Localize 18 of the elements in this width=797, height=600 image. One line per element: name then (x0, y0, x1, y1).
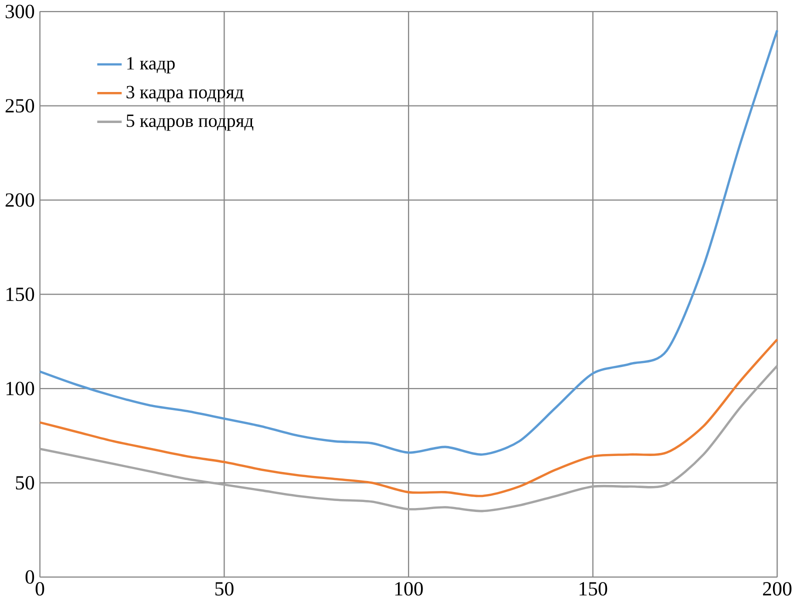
x-tick-label: 50 (215, 582, 234, 596)
legend-label: 3 кадра подряд (126, 86, 244, 102)
y-tick-label: 0 (26, 570, 34, 584)
y-tick-label: 300 (6, 4, 34, 18)
y-tick-label: 100 (6, 382, 34, 396)
x-tick-label: 0 (36, 582, 44, 596)
line-series (38, 364, 778, 512)
legend-label: 5 кадров подряд (126, 114, 254, 131)
line-series (38, 29, 778, 456)
y-tick-label: 150 (6, 287, 34, 301)
x-tick-label: 200 (763, 582, 792, 596)
x-tick-label: 100 (395, 582, 423, 596)
x-tick-label: 150 (580, 582, 608, 596)
y-tick-label: 200 (6, 193, 34, 207)
line-series (38, 338, 778, 498)
y-tick-label: 50 (16, 476, 34, 490)
legend-label: 1 кадр (127, 56, 175, 74)
y-tick-label: 250 (6, 98, 34, 112)
